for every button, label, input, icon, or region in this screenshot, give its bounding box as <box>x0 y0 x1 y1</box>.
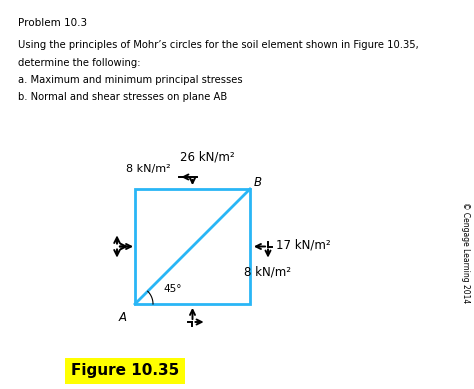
Text: Problem 10.3: Problem 10.3 <box>18 18 87 28</box>
Text: b. Normal and shear stresses on plane AB: b. Normal and shear stresses on plane AB <box>18 93 227 102</box>
Text: 45°: 45° <box>163 284 182 294</box>
Text: determine the following:: determine the following: <box>18 58 140 68</box>
Text: A: A <box>119 311 127 324</box>
Text: Figure 10.35: Figure 10.35 <box>71 363 179 378</box>
Text: Using the principles of Mohr’s circles for the soil element shown in Figure 10.3: Using the principles of Mohr’s circles f… <box>18 40 419 50</box>
Text: 26 kN/m²: 26 kN/m² <box>180 151 235 163</box>
Text: 17 kN/m²: 17 kN/m² <box>276 238 331 251</box>
Text: a. Maximum and minimum principal stresses: a. Maximum and minimum principal stresse… <box>18 75 243 85</box>
Text: 8 kN/m²: 8 kN/m² <box>126 164 171 174</box>
Text: B: B <box>254 176 262 189</box>
Text: 8 kN/m²: 8 kN/m² <box>245 266 292 279</box>
Text: © Cengage Learning 2014: © Cengage Learning 2014 <box>462 202 471 303</box>
Bar <box>135 189 250 304</box>
